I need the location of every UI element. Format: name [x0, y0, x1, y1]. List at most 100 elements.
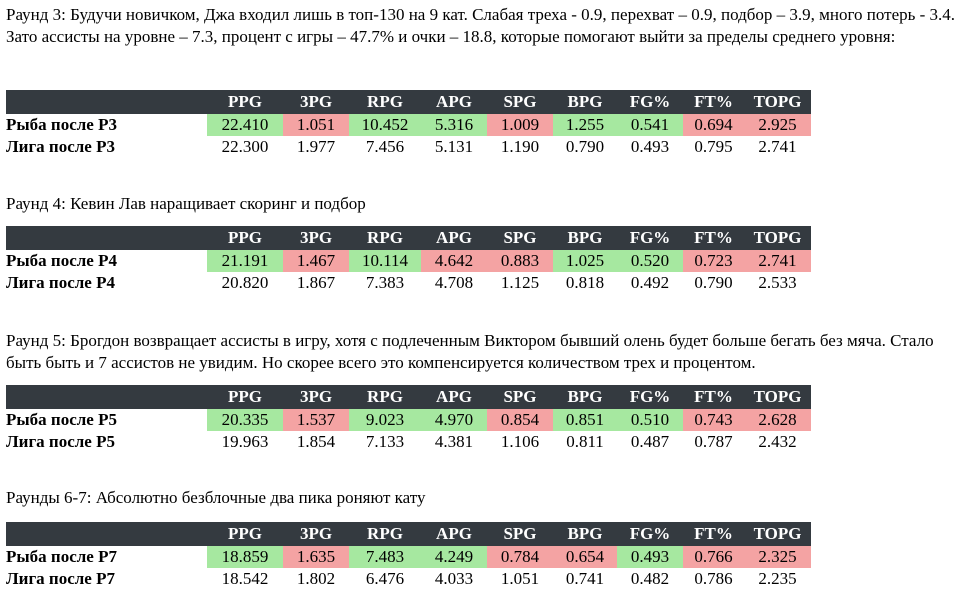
round-4-text: Раунд 4: Кевин Лав наращивает скоринг и … [6, 194, 366, 213]
header-3pg: 3PG [299, 92, 333, 111]
header-blank [6, 385, 207, 409]
league-cell-ppg: 19.963 [221, 432, 269, 451]
team-cell-topg: 2.925 [744, 114, 811, 136]
header-topg: TOPG [753, 228, 802, 247]
league-row-label: Лига после Р4 [6, 273, 115, 292]
team-cell-fg: 0.510 [617, 409, 683, 431]
header-blank [6, 226, 207, 250]
league-cell-bpg: 0.818 [565, 273, 605, 292]
stats-table-round-7: PPG 3PG RPG APG SPG BPG FG% FT% TOPG Рыб… [6, 522, 811, 590]
team-cell-ft: 0.743 [683, 409, 744, 431]
team-row: Рыба после Р5 20.335 1.537 9.023 4.970 0… [6, 409, 811, 431]
header-fg: FG% [629, 524, 671, 543]
header-topg: TOPG [753, 92, 802, 111]
header-apg: APG [436, 387, 472, 406]
header-3pg: 3PG [299, 387, 333, 406]
league-row: Лига после Р3 22.300 1.977 7.456 5.131 1… [6, 136, 811, 158]
header-bpg: BPG [567, 387, 603, 406]
team-cell-spg: 0.854 [487, 409, 553, 431]
table-header-row: PPG 3PG RPG APG SPG BPG FG% FT% TOPG [6, 226, 811, 250]
header-ppg: PPG [228, 92, 262, 111]
team-cell-apg: 5.316 [421, 114, 487, 136]
league-row-label: Лига после Р3 [6, 137, 115, 156]
league-cell-ppg: 20.820 [221, 273, 269, 292]
team-row: Рыба после Р7 18.859 1.635 7.483 4.249 0… [6, 546, 811, 568]
header-spg: SPG [503, 387, 537, 406]
team-cell-fg: 0.541 [617, 114, 683, 136]
header-fg: FG% [629, 387, 671, 406]
stats-table-round-3: PPG 3PG RPG APG SPG BPG FG% FT% TOPG Рыб… [6, 90, 811, 158]
team-cell-spg: 0.784 [487, 546, 553, 568]
league-row-label: Лига после Р7 [6, 569, 115, 588]
league-cell-topg: 2.741 [758, 137, 797, 156]
rounds-6-7-text: Раунды 6-7: Абсолютно безблочные два пик… [6, 488, 426, 507]
team-row: Рыба после Р3 22.410 1.051 10.452 5.316 … [6, 114, 811, 136]
league-cell-ppg: 22.300 [221, 137, 269, 156]
team-cell-3pg: 1.051 [283, 114, 349, 136]
team-cell-bpg: 0.654 [553, 546, 617, 568]
team-cell-3pg: 1.635 [283, 546, 349, 568]
team-cell-fg: 0.520 [617, 250, 683, 272]
team-row-label: Рыба после Р5 [6, 410, 117, 429]
league-cell-spg: 1.106 [500, 432, 540, 451]
league-cell-rpg: 7.456 [365, 137, 405, 156]
team-cell-apg: 4.249 [421, 546, 487, 568]
header-fg: FG% [629, 228, 671, 247]
team-cell-apg: 4.642 [421, 250, 487, 272]
league-cell-apg: 4.033 [434, 569, 474, 588]
league-row: Лига после Р7 18.542 1.802 6.476 4.033 1… [6, 568, 811, 590]
league-cell-rpg: 7.383 [365, 273, 405, 292]
team-row-label: Рыба после Р3 [6, 115, 117, 134]
team-cell-spg: 0.883 [487, 250, 553, 272]
league-row-label: Лига после Р5 [6, 432, 115, 451]
header-apg: APG [436, 228, 472, 247]
team-cell-ft: 0.766 [683, 546, 744, 568]
round-3-text: Раунд 3: Будучи новичком, Джа входил лиш… [6, 5, 956, 46]
header-rpg: RPG [367, 228, 403, 247]
team-cell-topg: 2.741 [744, 250, 811, 272]
team-cell-rpg: 7.483 [349, 546, 421, 568]
league-cell-ft: 0.795 [694, 137, 733, 156]
team-cell-topg: 2.325 [744, 546, 811, 568]
team-cell-apg: 4.970 [421, 409, 487, 431]
table-header-row: PPG 3PG RPG APG SPG BPG FG% FT% TOPG [6, 385, 811, 409]
team-cell-ppg: 18.859 [207, 546, 283, 568]
league-cell-ft: 0.786 [694, 569, 733, 588]
header-spg: SPG [503, 524, 537, 543]
team-row-label: Рыба после Р7 [6, 547, 117, 566]
team-cell-bpg: 0.851 [553, 409, 617, 431]
header-3pg: 3PG [299, 524, 333, 543]
team-cell-rpg: 9.023 [349, 409, 421, 431]
league-cell-fg: 0.493 [630, 137, 670, 156]
league-row: Лига после Р5 19.963 1.854 7.133 4.381 1… [6, 431, 811, 453]
league-cell-topg: 2.533 [758, 273, 797, 292]
header-bpg: BPG [567, 524, 603, 543]
header-ppg: PPG [228, 387, 262, 406]
header-apg: APG [436, 92, 472, 111]
league-cell-apg: 4.708 [434, 273, 474, 292]
team-cell-spg: 1.009 [487, 114, 553, 136]
league-cell-fg: 0.492 [630, 273, 670, 292]
league-cell-apg: 4.381 [434, 432, 474, 451]
header-ppg: PPG [228, 524, 262, 543]
team-cell-bpg: 1.255 [553, 114, 617, 136]
team-cell-rpg: 10.452 [349, 114, 421, 136]
league-cell-3pg: 1.854 [296, 432, 336, 451]
league-cell-spg: 1.190 [500, 137, 540, 156]
league-cell-topg: 2.432 [758, 432, 797, 451]
header-ft: FT% [694, 92, 733, 111]
team-cell-ft: 0.694 [683, 114, 744, 136]
league-cell-rpg: 7.133 [365, 432, 405, 451]
header-rpg: RPG [367, 524, 403, 543]
team-cell-rpg: 10.114 [349, 250, 421, 272]
league-cell-ppg: 18.542 [221, 569, 269, 588]
team-cell-ppg: 21.191 [207, 250, 283, 272]
table-header-row: PPG 3PG RPG APG SPG BPG FG% FT% TOPG [6, 522, 811, 546]
header-3pg: 3PG [299, 228, 333, 247]
team-cell-fg: 0.493 [617, 546, 683, 568]
team-cell-ppg: 20.335 [207, 409, 283, 431]
header-ft: FT% [694, 387, 733, 406]
league-cell-3pg: 1.867 [296, 273, 336, 292]
header-ppg: PPG [228, 228, 262, 247]
header-rpg: RPG [367, 387, 403, 406]
